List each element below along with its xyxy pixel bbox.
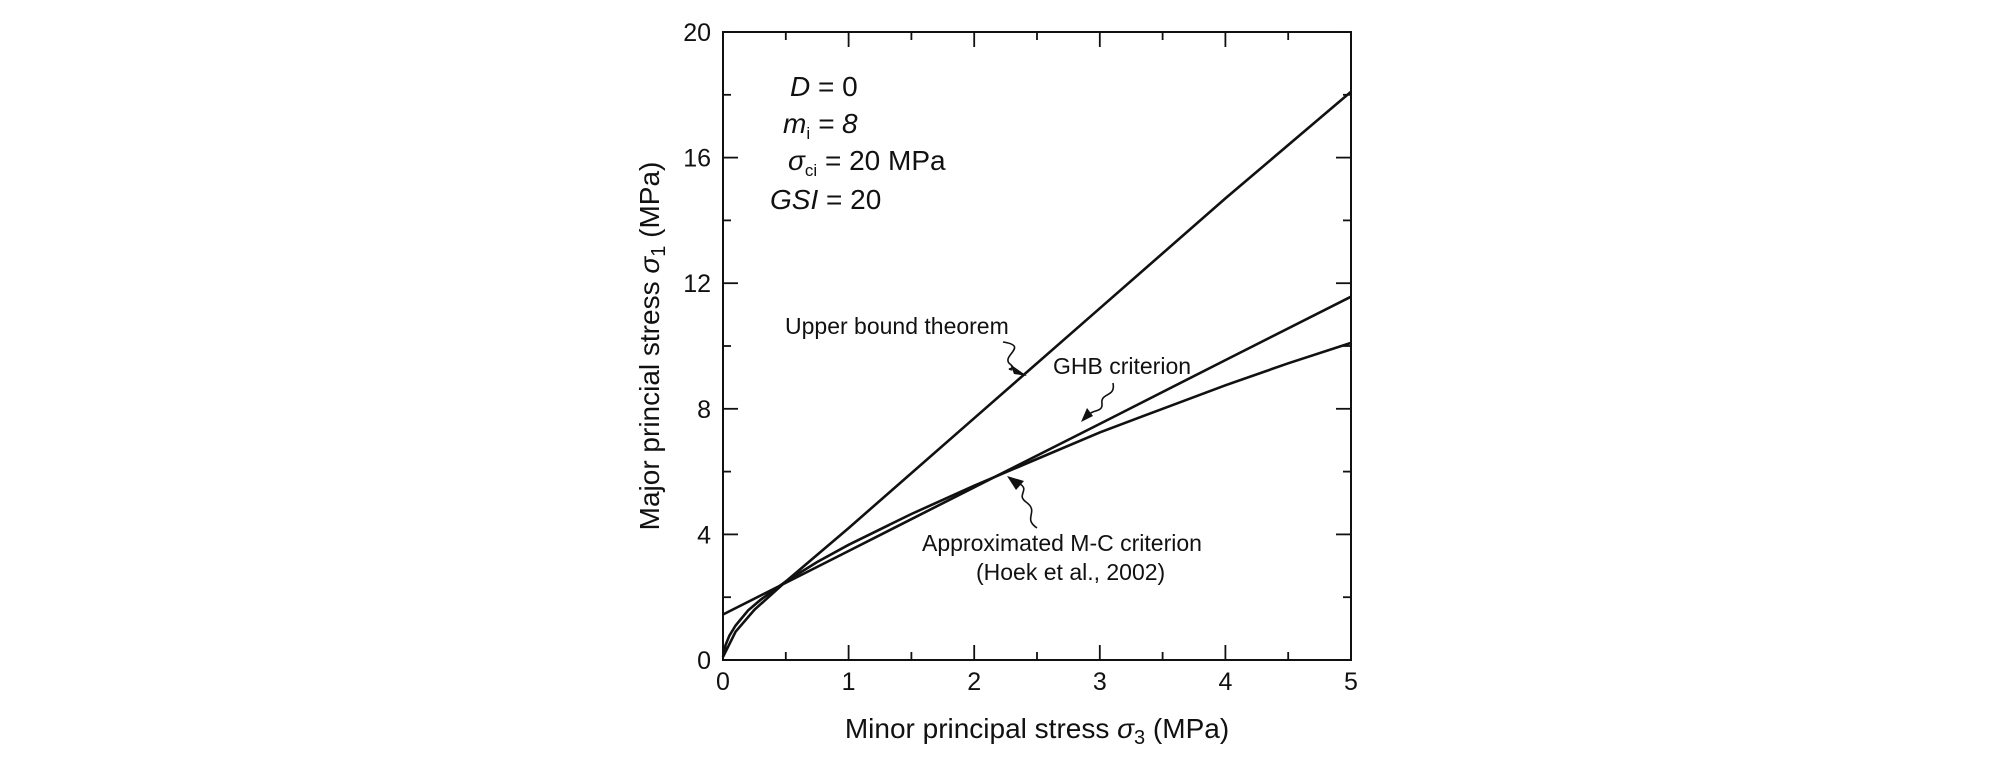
annotation-mc-leader	[1019, 483, 1038, 529]
parameter-block: D = 0 mi = 8 σci = 20 MPa GSI = 20	[770, 71, 946, 215]
y-tick-label: 4	[697, 521, 711, 549]
x-tick-label: 1	[842, 668, 856, 696]
series-line-ghb	[721, 341, 1352, 658]
param-sigma-ci: σci = 20 MPa	[788, 145, 946, 180]
y-axis-title: Major princial stress σ1 (MPa)	[634, 162, 670, 531]
annotation-upper-bound-leader	[1002, 341, 1016, 371]
annotation-mc-line2: (Hoek et al., 2002)	[976, 559, 1165, 585]
annotation-ghb-leader	[1089, 382, 1115, 415]
annotation-upper-bound-arrow	[1010, 364, 1027, 376]
x-tick-label: 0	[716, 668, 730, 696]
x-tick-label: 5	[1344, 668, 1358, 696]
param-mi: mi = 8	[783, 108, 858, 143]
series-line-upper	[721, 90, 1352, 658]
param-d: D = 0	[790, 71, 858, 102]
x-tick-label: 3	[1093, 668, 1107, 696]
y-tick-label: 0	[697, 647, 711, 675]
y-tick-label: 8	[697, 396, 711, 424]
annotation-mc-arrow	[1007, 476, 1024, 490]
annotation-mc-line1: Approximated M-C criterion	[922, 530, 1202, 556]
y-tick-label: 20	[683, 19, 711, 47]
annotation-upper-bound: Upper bound theorem	[785, 313, 1009, 339]
y-tick-label: 16	[683, 145, 711, 173]
x-tick-label: 2	[967, 668, 981, 696]
x-tick-label: 4	[1218, 668, 1232, 696]
x-axis-title: Minor principal stress σ3 (MPa)	[845, 713, 1229, 749]
param-gsi: GSI = 20	[770, 184, 881, 215]
series-line-mc	[722, 295, 1352, 616]
annotation-ghb-arrow	[1081, 408, 1093, 422]
data-series	[721, 90, 1352, 658]
annotation-ghb: GHB criterion	[1053, 353, 1191, 379]
y-tick-label: 12	[683, 270, 711, 298]
annotations: Upper bound theorem GHB criterion Approx…	[785, 313, 1202, 585]
